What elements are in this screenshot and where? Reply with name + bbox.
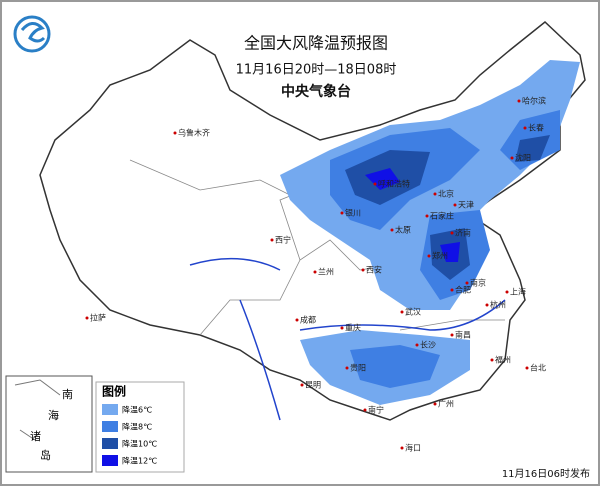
city-dot — [363, 408, 367, 412]
legend-swatch — [102, 455, 118, 466]
city-label: 贵阳 — [350, 363, 366, 373]
city-dot — [525, 366, 529, 370]
city-dot — [450, 333, 454, 337]
inset-box — [5, 375, 93, 473]
city-dot — [361, 268, 365, 272]
city-dot — [523, 126, 527, 130]
city-label: 天津 — [458, 200, 474, 210]
city-label: 昆明 — [305, 381, 321, 390]
city-label: 银川 — [345, 208, 361, 218]
city-label: 重庆 — [345, 323, 361, 333]
city-dot — [510, 156, 514, 160]
city-dot — [400, 310, 404, 314]
period: 11月16日20时—18日08时 — [236, 63, 397, 78]
city-dot — [340, 326, 344, 330]
city-label: 太原 — [395, 225, 411, 235]
city-dot — [340, 211, 344, 215]
city-dot — [295, 318, 299, 322]
city-label: 南宁 — [368, 405, 384, 415]
city-label: 乌鲁木齐 — [178, 128, 210, 138]
city-label: 广州 — [438, 399, 454, 409]
city-dot — [505, 290, 509, 294]
city-dot — [390, 228, 394, 232]
zone-8 — [350, 345, 440, 388]
city-label: 沈阳 — [515, 153, 531, 163]
title: 全国大风降温预报图 — [244, 34, 388, 53]
city-dot — [400, 446, 404, 450]
legend-swatch — [102, 404, 118, 415]
legend-label: 降温12℃ — [122, 456, 157, 466]
city-dot — [453, 203, 457, 207]
city-label: 西宁 — [275, 235, 291, 245]
footer: 11月16日06时发布 — [502, 467, 590, 480]
city-label: 上海 — [510, 287, 526, 297]
legend-swatch — [102, 421, 118, 432]
city-dot — [313, 270, 317, 274]
city-label: 兰州 — [318, 267, 334, 277]
city-label: 合肥 — [455, 285, 471, 295]
city-dot — [425, 214, 429, 218]
city-label: 南京 — [470, 278, 486, 288]
city-dot — [85, 316, 89, 320]
inset-label: 诸 — [30, 430, 41, 443]
inset-label: 岛 — [40, 448, 51, 462]
city-label: 杭州 — [490, 300, 506, 310]
city-dot — [490, 358, 494, 362]
city-dot — [270, 238, 274, 242]
inset-label: 南 — [62, 388, 73, 401]
zone-10 — [345, 135, 550, 280]
city-label: 北京 — [438, 189, 454, 199]
city-label: 哈尔滨 — [522, 96, 546, 106]
city-label: 长沙 — [420, 340, 436, 350]
rivers — [189, 257, 506, 421]
city-dot — [485, 303, 489, 307]
city-label: 郑州 — [432, 251, 448, 261]
city-label: 武汉 — [405, 307, 421, 317]
city-dot — [173, 131, 177, 135]
logo-mark — [20, 22, 46, 43]
legend-swatch — [102, 438, 118, 449]
legend-label: 降温10℃ — [122, 439, 157, 449]
city-label: 长春 — [528, 123, 544, 133]
city-dot — [450, 288, 454, 292]
city-label: 海口 — [405, 443, 421, 453]
legend-title: 图例 — [102, 384, 126, 399]
city-dot — [373, 182, 377, 186]
legend-label: 降温8℃ — [122, 422, 152, 432]
city-label: 济南 — [455, 228, 471, 238]
zone-12 — [365, 168, 460, 262]
inset-label: 海 — [48, 408, 59, 422]
city-label: 成都 — [300, 315, 316, 325]
legend-label: 降温6℃ — [122, 405, 152, 415]
city-dot — [465, 281, 469, 285]
city-label: 福州 — [495, 356, 511, 365]
city-label: 西安 — [366, 265, 382, 275]
issuer: 中央气象台 — [281, 83, 351, 100]
inset-lines — [14, 379, 61, 441]
city-label: 拉萨 — [90, 313, 106, 323]
city-dot — [517, 99, 521, 103]
city-dot — [427, 254, 431, 258]
city-dot — [415, 343, 419, 347]
city-dot — [450, 231, 454, 235]
legend-items: 降温6℃ 降温8℃ 降温10℃ 降温12℃ — [102, 404, 157, 466]
city-dot — [300, 383, 304, 387]
city-label: 呼和浩特 — [378, 179, 410, 189]
city-label: 南昌 — [455, 330, 471, 340]
city-dot — [345, 366, 349, 370]
city-label: 石家庄 — [430, 211, 454, 221]
city-label: 台北 — [530, 363, 546, 373]
city-dot — [433, 402, 437, 406]
city-dot — [433, 192, 437, 196]
